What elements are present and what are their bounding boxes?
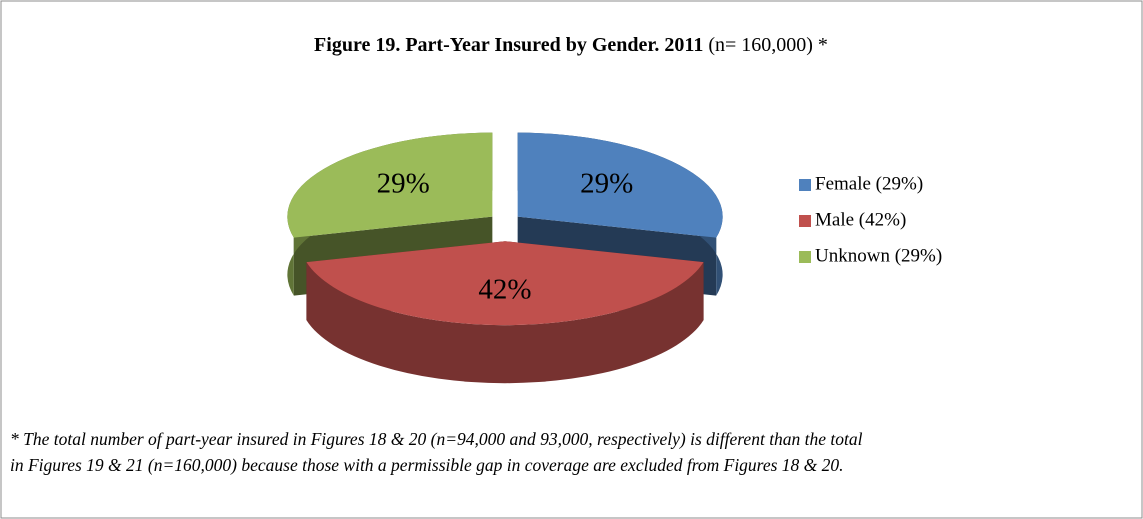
slice-top <box>287 132 493 238</box>
footnote: in Figures 19 & 21 (n=160,000) because t… <box>10 455 844 475</box>
legend-swatch <box>799 215 811 227</box>
data-label: 29% <box>580 167 633 199</box>
legend-swatch <box>799 179 811 191</box>
data-label: 29% <box>377 167 430 199</box>
pie-slice <box>306 241 704 384</box>
chart-subtitle: (n= 160,000) * <box>708 34 828 56</box>
slice-outer-side <box>306 262 704 384</box>
legend-label: Unknown (29%) <box>815 245 942 266</box>
chart-title: Figure 19. Part-Year Insured by Gender. … <box>314 34 703 56</box>
legend-label: Male (42%) <box>815 209 906 230</box>
title-line: Figure 19. Part-Year Insured by Gender. … <box>314 34 828 56</box>
slice-top <box>306 241 704 326</box>
legend-label: Female (29%) <box>815 173 923 194</box>
data-label: 42% <box>478 273 531 305</box>
slice-top <box>517 132 723 238</box>
legend-swatch <box>799 251 811 263</box>
footnote: * The total number of part-year insured … <box>10 429 863 449</box>
